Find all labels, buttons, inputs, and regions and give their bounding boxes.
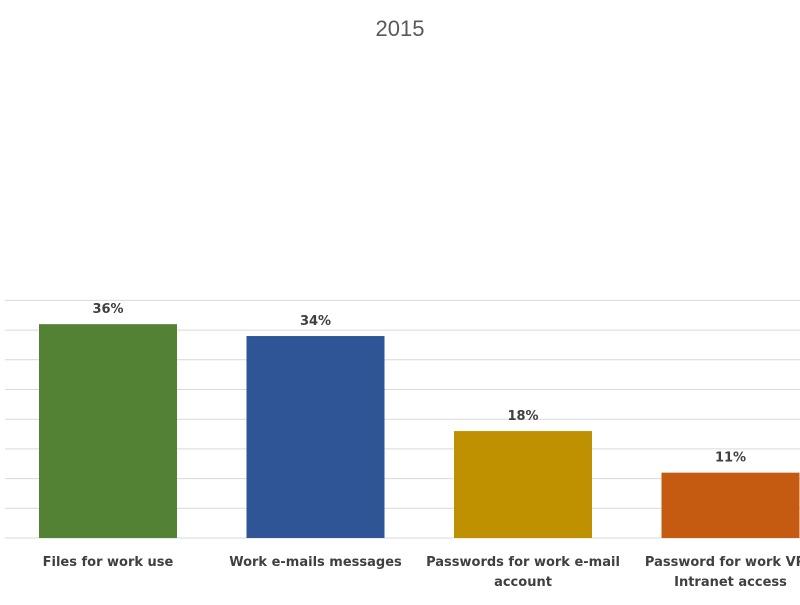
category-label-line: account	[494, 575, 552, 590]
data-label: 34%	[300, 314, 331, 329]
category-label: Files for work use	[43, 555, 174, 570]
category-label: Work e-mails messages	[229, 555, 402, 570]
category-labels: Files for work use Work e-mails messages P…	[43, 555, 800, 590]
category-label-line: Password for work VPN	[645, 555, 800, 570]
bars	[39, 324, 800, 538]
data-label: 36%	[92, 302, 123, 317]
category-label: Passwords for work e-mail account	[426, 555, 620, 590]
category-label-line: Files for work use	[43, 555, 174, 570]
data-label: 11%	[715, 451, 746, 466]
bar	[454, 431, 592, 538]
category-label-line: Intranet access	[674, 575, 787, 590]
data-labels: 36% 34% 18% 11%	[92, 302, 746, 466]
bar	[39, 324, 177, 538]
bar	[661, 472, 800, 538]
data-label: 18%	[507, 409, 538, 424]
category-label: Password for work VPN Intranet access	[645, 555, 800, 590]
chart-title: 2015	[376, 16, 425, 41]
bar	[246, 336, 385, 538]
category-label-line: Passwords for work e-mail	[426, 555, 620, 570]
category-label-line: Work e-mails messages	[229, 555, 402, 570]
